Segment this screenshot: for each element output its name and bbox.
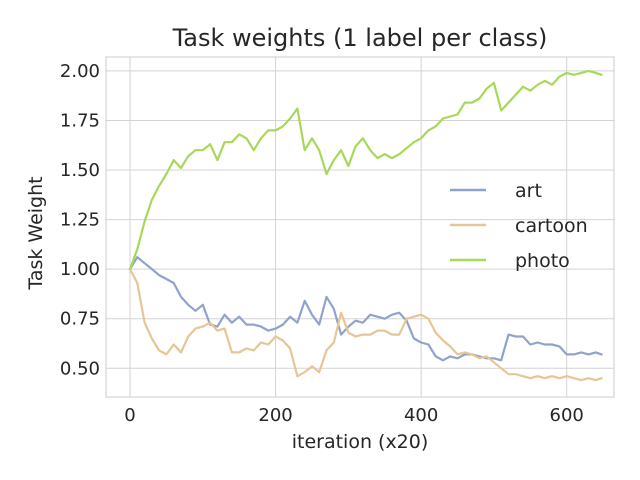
tick-labels: 0 200 400 600 0.50 0.75 1.00 1.25 1.50 1.75 2.00 <box>60 61 584 426</box>
grid-layer <box>106 57 614 397</box>
y-tick-label: 0.75 <box>60 309 100 330</box>
x-tick-label: 200 <box>258 405 292 426</box>
y-tick-label: 1.00 <box>60 259 100 280</box>
x-axis-label: iteration (x20) <box>292 431 429 453</box>
plot-frame <box>105 56 615 398</box>
x-tick-label: 600 <box>550 405 584 426</box>
series-line-cartoon <box>128 268 603 382</box>
chart-title: Task weights (1 label per class) <box>172 24 548 52</box>
y-tick-label: 0.50 <box>60 358 100 379</box>
x-tick-label: 0 <box>124 405 135 426</box>
y-tick-label: 1.25 <box>60 210 100 231</box>
y-tick-label: 1.75 <box>60 110 100 131</box>
series-line-art <box>128 256 603 362</box>
legend: art cartoon photo <box>450 180 588 272</box>
y-axis-label: Task Weight <box>25 176 47 290</box>
y-tick-label: 2.00 <box>60 61 100 82</box>
series-layer <box>128 69 603 382</box>
plot-border <box>105 56 615 398</box>
series-line-photo <box>128 69 603 271</box>
x-tick-label: 400 <box>404 405 438 426</box>
y-tick-label: 1.50 <box>60 160 100 181</box>
legend-label-cartoon: cartoon <box>515 215 588 237</box>
legend-label-photo: photo <box>515 250 570 272</box>
legend-label-art: art <box>515 180 542 202</box>
